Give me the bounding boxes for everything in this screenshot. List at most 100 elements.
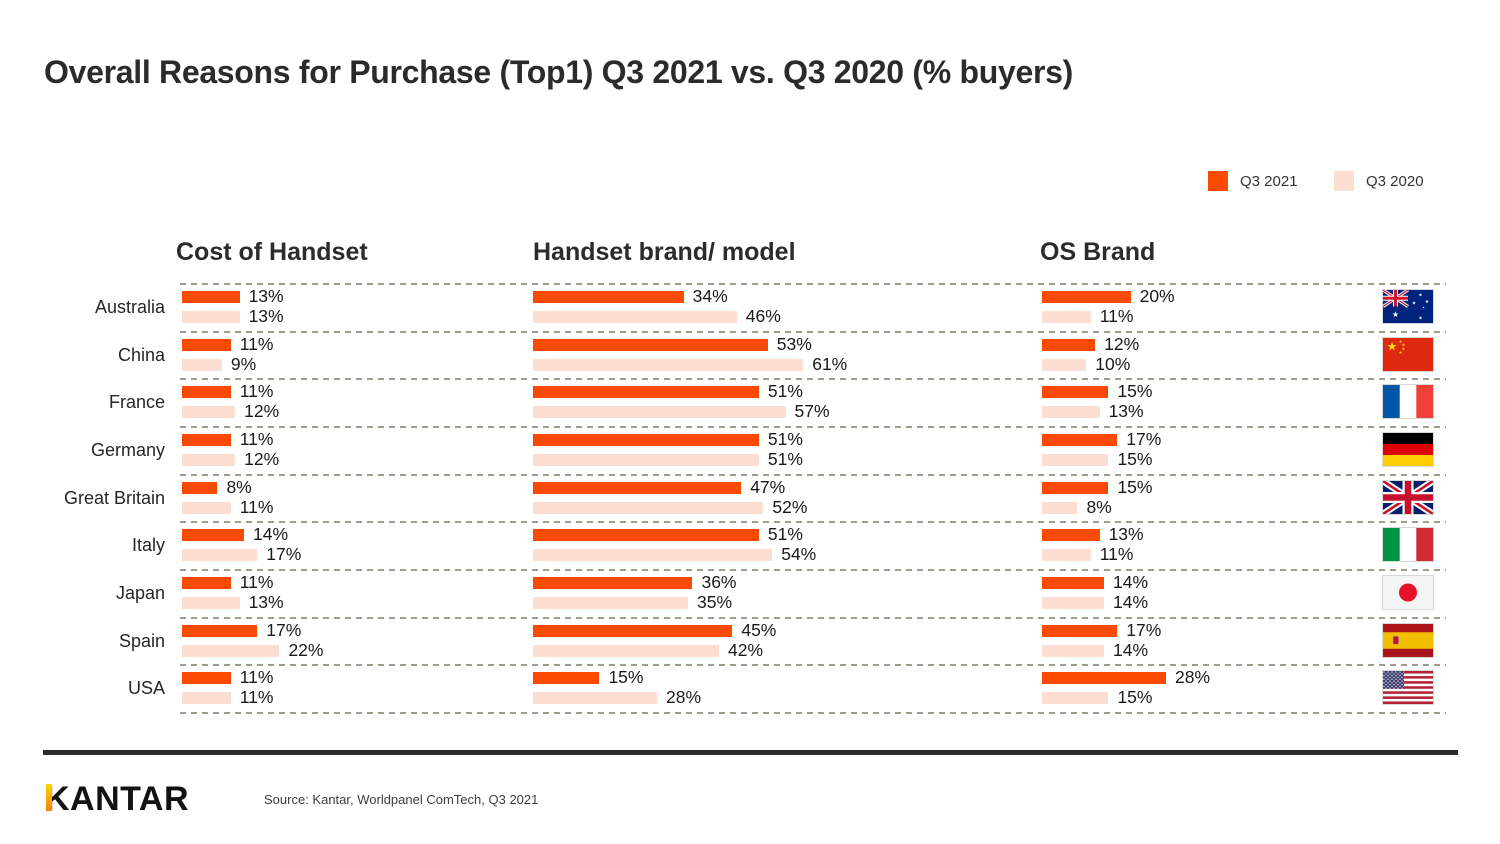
- row-separator: [180, 378, 1446, 380]
- bar-group-brand: 51% 51%: [533, 426, 803, 474]
- table-row-spain: Spain 17% 22% 45% 42% 17% 14%: [0, 617, 1500, 665]
- bar-group-brand: 47% 52%: [533, 474, 807, 522]
- bar-group-cost: 8% 11%: [182, 474, 273, 522]
- table-row-japan: Japan 11% 13% 36% 35% 14% 14%: [0, 569, 1500, 617]
- bar-group-cost: 13% 13%: [182, 283, 284, 331]
- bar-q3-2021: [1042, 482, 1109, 494]
- source-caption: Source: Kantar, Worldpanel ComTech, Q3 2…: [264, 792, 539, 807]
- bar-group-cost: 11% 11%: [182, 664, 273, 712]
- value-label: 51%: [767, 524, 803, 545]
- bar-q3-2020: [182, 502, 231, 514]
- bar-q3-2021: [182, 339, 231, 351]
- column-header-os-brand: OS Brand: [1040, 238, 1156, 266]
- bar-group-os: 15% 13%: [1042, 378, 1152, 426]
- bar-q3-2021: [533, 434, 759, 446]
- bar-q3-2020: [533, 645, 720, 657]
- column-header-cost-of-handset: Cost of Handset: [176, 238, 368, 266]
- flag-australia-icon: [1382, 289, 1434, 324]
- value-label: 13%: [248, 592, 284, 613]
- bar-q3-2021: [1042, 291, 1131, 303]
- bar-q3-2021: [533, 291, 684, 303]
- value-label: 12%: [244, 401, 280, 422]
- bar-group-cost: 17% 22%: [182, 617, 323, 665]
- column-header-handset-brand: Handset brand/ model: [533, 238, 796, 266]
- value-label: 34%: [692, 286, 728, 307]
- table-row-italy: Italy 14% 17% 51% 54% 13% 11%: [0, 521, 1500, 569]
- bar-group-brand: 53% 61%: [533, 331, 847, 379]
- row-separator: [180, 426, 1446, 428]
- value-label: 57%: [794, 401, 830, 422]
- country-label: USA: [127, 677, 165, 698]
- table-row-germany: Germany 11% 12% 51% 51% 17% 15%: [0, 426, 1500, 474]
- row-separator: [180, 617, 1446, 619]
- bar-q3-2021: [182, 386, 231, 398]
- value-label: 13%: [1108, 524, 1144, 545]
- bar-q3-2020: [182, 549, 258, 561]
- value-label: 11%: [239, 667, 274, 688]
- country-label: Germany: [90, 439, 165, 460]
- bar-q3-2020: [533, 311, 737, 323]
- table-row-great-britain: Great Britain 8% 11% 47% 52% 15% 8%: [0, 474, 1500, 522]
- value-label: 11%: [1099, 544, 1134, 565]
- bar-group-cost: 11% 13%: [182, 569, 284, 617]
- row-separator: [180, 331, 1446, 333]
- value-label: 11%: [239, 381, 274, 402]
- bar-group-brand: 36% 35%: [533, 569, 737, 617]
- value-label: 52%: [772, 497, 808, 518]
- bar-group-os: 12% 10%: [1042, 331, 1139, 379]
- value-label: 22%: [288, 640, 324, 661]
- country-label: China: [117, 344, 165, 365]
- bar-q3-2020: [1042, 454, 1109, 466]
- value-label: 51%: [767, 429, 803, 450]
- value-label: 47%: [750, 477, 786, 498]
- value-label: 11%: [1099, 306, 1134, 327]
- bar-q3-2020: [533, 692, 658, 704]
- value-label: 15%: [1117, 687, 1153, 708]
- bar-q3-2020: [1042, 549, 1091, 561]
- legend-item-q3-2021: Q3 2021: [1208, 171, 1298, 191]
- bar-group-cost: 11% 12%: [182, 426, 279, 474]
- bar-group-cost: 14% 17%: [182, 521, 301, 569]
- kantar-logo-yellow-stem-icon: [46, 784, 52, 811]
- value-label: 11%: [239, 572, 274, 593]
- table-row-china: China 11% 9% 53% 61% 12% 10%: [0, 331, 1500, 379]
- kantar-logo: KANTAR: [45, 782, 189, 816]
- legend-label: Q3 2020: [1366, 172, 1424, 190]
- country-label: France: [108, 391, 165, 412]
- bar-q3-2020: [1042, 502, 1078, 514]
- value-label: 28%: [1175, 667, 1211, 688]
- row-separator: [180, 712, 1446, 714]
- bar-q3-2021: [182, 434, 231, 446]
- value-label: 42%: [728, 640, 764, 661]
- bar-q3-2021: [1042, 434, 1118, 446]
- bar-q3-2021: [533, 625, 733, 637]
- value-label: 51%: [767, 381, 803, 402]
- flag-usa-icon: [1382, 670, 1434, 705]
- bar-q3-2021: [1042, 625, 1118, 637]
- footer-divider: [43, 750, 1458, 755]
- value-label: 14%: [1113, 592, 1149, 613]
- bar-q3-2020: [533, 359, 804, 371]
- bar-group-brand: 51% 57%: [533, 378, 830, 426]
- value-label: 17%: [1126, 429, 1162, 450]
- bar-q3-2021: [533, 482, 742, 494]
- value-label: 17%: [266, 620, 302, 641]
- bar-q3-2021: [533, 577, 693, 589]
- bar-q3-2021: [1042, 529, 1100, 541]
- legend-label: Q3 2021: [1240, 172, 1298, 190]
- bar-q3-2020: [533, 597, 689, 609]
- bar-q3-2020: [182, 645, 280, 657]
- legend-item-q3-2020: Q3 2020: [1334, 171, 1424, 191]
- row-separator: [180, 521, 1446, 523]
- bar-q3-2021: [533, 529, 759, 541]
- flag-germany-icon: [1382, 432, 1434, 467]
- value-label: 11%: [239, 687, 274, 708]
- value-label: 14%: [1113, 572, 1149, 593]
- bar-group-os: 17% 15%: [1042, 426, 1161, 474]
- bar-q3-2020: [182, 311, 240, 323]
- flag-japan-icon: [1382, 575, 1434, 610]
- bar-q3-2021: [182, 291, 240, 303]
- value-label: 46%: [745, 306, 781, 327]
- bar-q3-2021: [182, 625, 258, 637]
- value-label: 14%: [253, 524, 289, 545]
